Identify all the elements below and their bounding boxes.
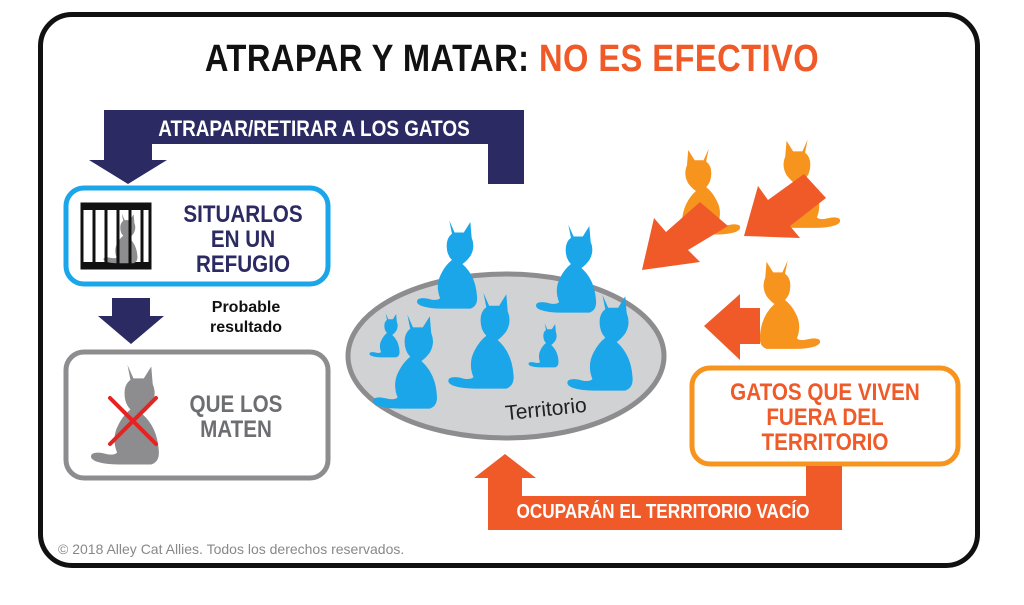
probable-outcome-label: Probable resultado: [209, 299, 282, 336]
incoming-arrow: [642, 202, 728, 270]
occupy-label: OCUPARÁN EL TERRITORIO VACÍO: [516, 501, 810, 523]
outside-cats: [681, 139, 841, 349]
copyright-notice: © 2018 Alley Cat Allies. Todos los derec…: [58, 541, 405, 557]
remove-label: ATRAPAR/RETIRAR A LOS GATOS: [158, 116, 470, 141]
title-part-1: ATRAPAR Y MATAR:: [204, 38, 530, 80]
killed-label: QUE LOS MATEN: [189, 391, 283, 444]
incoming-arrows: [642, 174, 826, 360]
title-part-2: NO ES EFECTIVO: [538, 38, 820, 80]
shelter-label: SITUARLOS EN UN REFUGIO: [183, 201, 303, 279]
probable-outcome-arrow: [98, 298, 164, 344]
occupy-arrow: [474, 454, 842, 530]
outside-cats-label: GATOS QUE VIVEN FUERA DEL TERRITORIO: [730, 379, 920, 457]
diagram-title: ATRAPAR Y MATAR: NO ES EFECTIVO: [72, 38, 953, 81]
outside-cat: [759, 260, 821, 349]
remove-arrow: [89, 110, 524, 184]
outside-cats-box: [689, 365, 961, 467]
cat-in-cage-icon: [80, 202, 152, 270]
red-x-icon: [108, 396, 158, 446]
incoming-arrow: [704, 294, 760, 360]
incoming-arrow: [744, 174, 826, 238]
